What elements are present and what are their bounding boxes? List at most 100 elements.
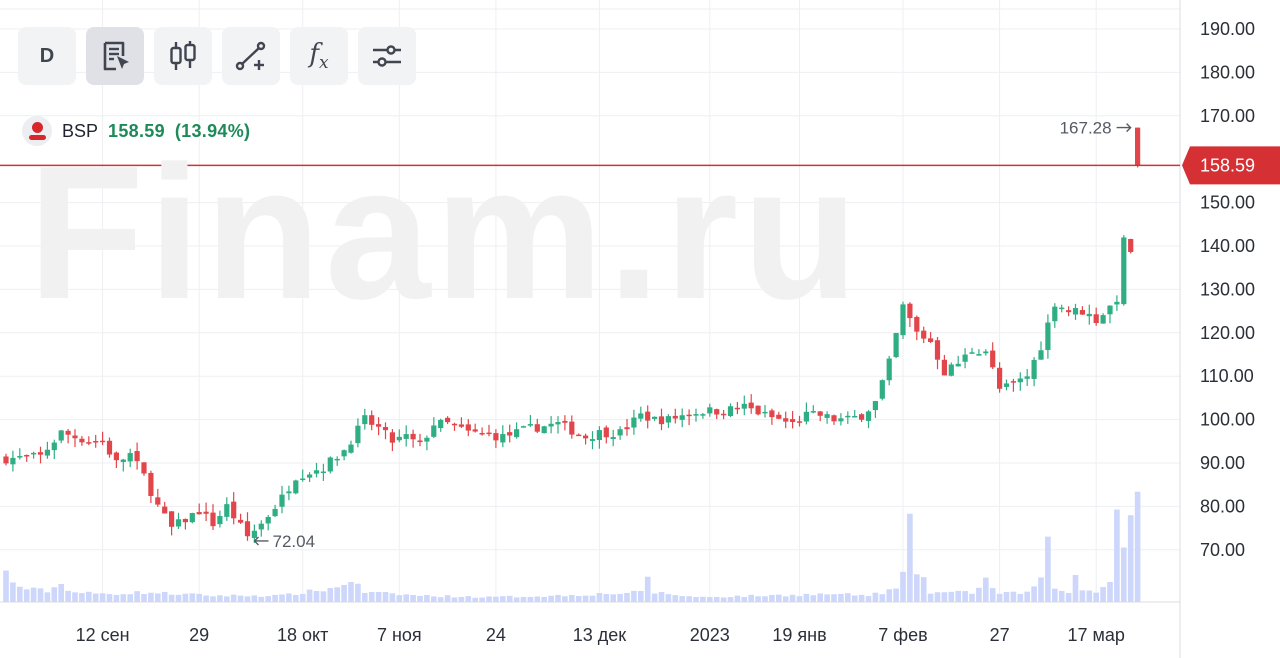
candle <box>1086 304 1092 325</box>
volume-bar <box>506 595 513 602</box>
candle <box>134 442 140 470</box>
candle <box>769 408 775 425</box>
volume-bar <box>513 597 520 602</box>
candle <box>817 410 823 422</box>
drawing-tools-button[interactable] <box>222 27 280 85</box>
fx-f: f <box>309 39 320 69</box>
volume-bar <box>1003 592 1010 602</box>
indicators-button[interactable]: fx <box>290 27 348 85</box>
candle-body <box>100 440 106 443</box>
candle <box>203 502 209 522</box>
volume-bar <box>569 594 575 602</box>
volume-bar <box>610 594 616 602</box>
x-tick-label: 13 дек <box>573 625 627 645</box>
candle <box>31 451 37 459</box>
ticker-symbol[interactable]: BSP <box>62 120 99 141</box>
volume-bar <box>306 589 313 602</box>
volume-bar <box>265 596 271 602</box>
candle-body <box>307 474 313 478</box>
volume-bar <box>224 596 230 602</box>
candle <box>507 424 513 443</box>
candle <box>1031 357 1037 387</box>
volume-bar <box>603 593 610 602</box>
volume-bar <box>72 592 78 602</box>
candle <box>72 429 78 448</box>
candle-body <box>1003 383 1010 387</box>
volume-bar <box>741 596 748 602</box>
volume-bar <box>769 594 775 602</box>
candle <box>534 418 540 434</box>
volume-bar <box>631 590 637 602</box>
volume-bar <box>672 595 679 602</box>
candle <box>762 404 768 418</box>
interval-button[interactable]: D <box>18 27 76 85</box>
candle-body <box>755 405 761 415</box>
candle <box>44 441 50 459</box>
candle <box>914 315 920 341</box>
candle-body <box>3 456 9 464</box>
volume-bar <box>23 589 30 602</box>
candle-body <box>1135 127 1141 166</box>
candle <box>1121 235 1127 306</box>
volume-bar <box>341 584 347 602</box>
candle-body <box>1128 239 1134 252</box>
volume-bar <box>106 594 113 602</box>
volume-bar <box>403 594 409 602</box>
candle <box>686 409 692 426</box>
candle-body <box>638 413 644 419</box>
candle-body <box>796 421 803 423</box>
candle-body <box>514 429 520 438</box>
candle-body <box>790 419 796 422</box>
candle <box>127 448 133 468</box>
candle-body <box>382 427 389 431</box>
interval-label: D <box>39 44 55 67</box>
candle <box>155 488 161 507</box>
document-cursor-icon <box>103 41 129 71</box>
candle <box>24 454 30 462</box>
candle-body <box>1045 322 1051 351</box>
candle-body <box>714 409 720 415</box>
candle-body <box>493 433 499 441</box>
chart-settings-button[interactable] <box>86 27 144 85</box>
volume-bar <box>362 592 368 602</box>
chart-toolbar: D fx <box>18 27 416 85</box>
candle <box>313 462 320 478</box>
candle <box>976 349 982 356</box>
candle <box>279 485 285 514</box>
volume-bar <box>451 597 458 602</box>
candle <box>479 427 485 436</box>
candle <box>93 434 99 448</box>
y-tick-label: 170.00 <box>1200 106 1255 126</box>
volume-bar <box>817 593 823 602</box>
candle <box>148 470 154 504</box>
candle <box>1017 372 1023 391</box>
candle-body <box>831 415 837 422</box>
candle <box>755 405 761 416</box>
volume-bar <box>920 577 927 602</box>
candle-body <box>37 452 44 455</box>
volume-bar <box>1127 515 1134 602</box>
candle-body <box>396 436 402 441</box>
candles-button[interactable] <box>154 27 212 85</box>
candle-body <box>389 432 395 443</box>
candle <box>307 472 313 482</box>
candle-body <box>196 512 202 515</box>
candle-body <box>10 457 16 465</box>
low-annotation-arrow <box>253 536 269 546</box>
candle <box>514 422 520 439</box>
settings-sliders-button[interactable] <box>358 27 416 85</box>
candle <box>583 433 589 445</box>
candle <box>665 414 671 428</box>
volume-bar <box>838 593 844 602</box>
volume-bar <box>299 593 306 602</box>
candle-body <box>1031 359 1037 379</box>
volume-bar <box>1031 586 1037 602</box>
volume-bar <box>555 594 561 602</box>
volume-bar <box>575 596 582 602</box>
candle <box>941 354 947 376</box>
volume-bar <box>962 591 968 602</box>
volume-bar <box>1058 590 1065 602</box>
candle <box>451 422 458 431</box>
candle <box>1107 305 1113 324</box>
